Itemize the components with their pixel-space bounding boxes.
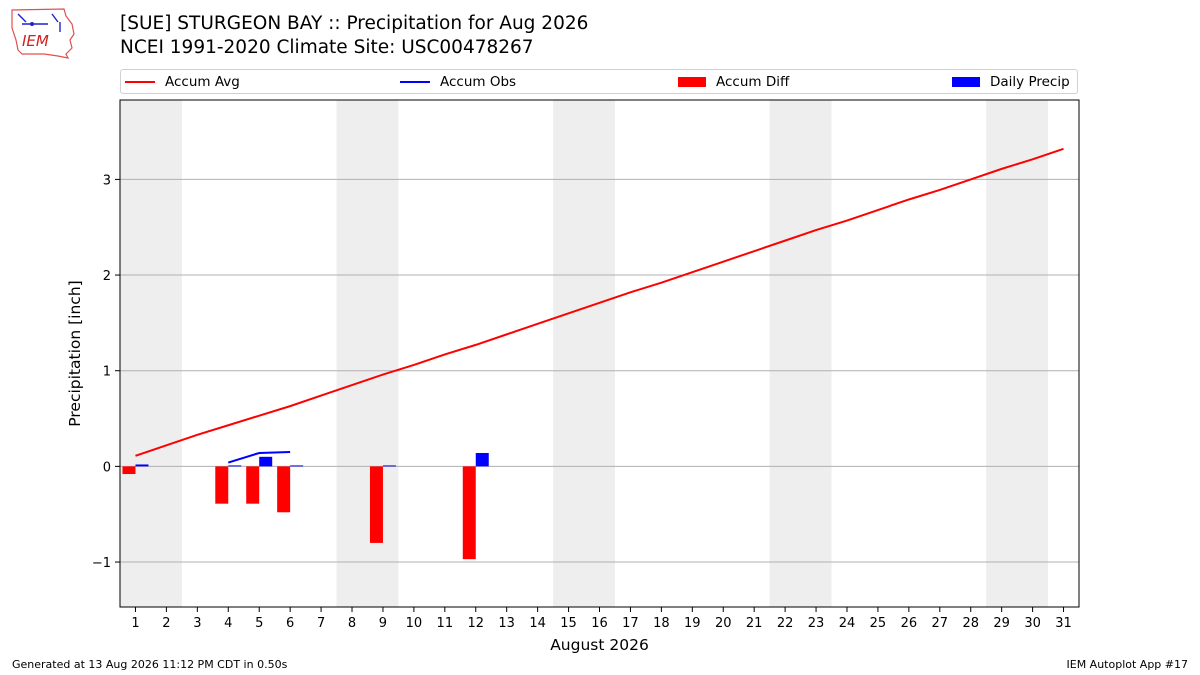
legend-swatch	[678, 77, 706, 87]
legend-label: Daily Precip	[990, 74, 1070, 90]
legend-label: Accum Avg	[165, 74, 240, 90]
x-tick-label: 17	[622, 616, 639, 631]
x-tick-label: 3	[193, 616, 201, 631]
legend-item-accum-avg: Accum Avg	[125, 73, 240, 91]
x-tick-label: 13	[498, 616, 515, 631]
y-tick-label: −1	[92, 556, 111, 571]
bar-daily-precip	[228, 465, 242, 467]
weekend-shade	[120, 100, 182, 607]
x-tick-label: 14	[529, 616, 546, 631]
y-tick-label: 2	[103, 269, 111, 284]
legend-item-accum-obs: Accum Obs	[400, 73, 516, 91]
x-tick-label: 1	[131, 616, 139, 631]
x-tick-label: 5	[255, 616, 263, 631]
y-tick-label: 1	[103, 365, 111, 380]
legend-swatch	[952, 77, 980, 87]
legend-swatch	[400, 81, 430, 83]
x-tick-label: 28	[962, 616, 979, 631]
chart-title: [SUE] STURGEON BAY :: Precipitation for …	[120, 13, 589, 34]
chart-subtitle: NCEI 1991-2020 Climate Site: USC00478267	[120, 37, 534, 58]
x-tick-label: 21	[746, 616, 763, 631]
x-tick-label: 30	[1024, 616, 1041, 631]
weekend-shade	[336, 100, 399, 607]
x-tick-label: 24	[839, 616, 856, 631]
x-tick-label: 2	[162, 616, 170, 631]
weekend-shade	[553, 100, 615, 607]
y-tick-label: 0	[103, 460, 111, 475]
x-tick-label: 26	[901, 616, 918, 631]
legend-label: Accum Diff	[716, 74, 790, 90]
bar-daily-precip	[135, 464, 149, 467]
x-tick-label: 10	[406, 616, 423, 631]
bar-accum-diff	[369, 466, 383, 543]
x-tick-label: 9	[379, 616, 387, 631]
bar-daily-precip	[290, 465, 304, 467]
bar-accum-diff	[462, 466, 476, 560]
x-tick-label: 31	[1055, 616, 1072, 631]
y-tick-label: 3	[103, 173, 111, 188]
footer-app-id: IEM Autoplot App #17	[1066, 658, 1189, 671]
legend-label: Accum Obs	[440, 74, 517, 90]
bar-daily-precip	[382, 465, 396, 467]
x-tick-label: 11	[437, 616, 454, 631]
bar-accum-diff	[122, 466, 136, 475]
weekend-shade	[769, 100, 832, 607]
x-tick-label: 6	[286, 616, 294, 631]
bar-accum-diff	[277, 466, 291, 513]
bar-accum-diff	[215, 466, 229, 504]
bar-accum-diff	[246, 466, 260, 504]
x-tick-label: 20	[715, 616, 732, 631]
legend-swatch	[125, 81, 155, 83]
x-tick-label: 16	[591, 616, 608, 631]
x-tick-label: 23	[808, 616, 825, 631]
bar-daily-precip	[259, 456, 273, 467]
weekend-shade	[986, 100, 1049, 607]
line-accum-avg	[135, 147, 1064, 457]
x-tick-label: 25	[870, 616, 887, 631]
footer-generated: Generated at 13 Aug 2026 11:12 PM CDT in…	[12, 658, 288, 671]
x-tick-label: 7	[317, 616, 325, 631]
logo-text: IEM	[22, 32, 49, 50]
x-tick-label: 22	[777, 616, 794, 631]
x-axis-label: August 2026	[550, 636, 649, 654]
x-tick-label: 4	[224, 616, 232, 631]
x-tick-label: 18	[653, 616, 670, 631]
chart-legend: Accum Avg Accum Obs Accum Diff Daily Pre…	[120, 69, 1078, 94]
legend-item-accum-diff: Accum Diff	[678, 73, 789, 91]
x-tick-label: 29	[993, 616, 1010, 631]
x-tick-label: 8	[348, 616, 356, 631]
x-tick-label: 15	[560, 616, 577, 631]
iem-logo: IEM	[11, 8, 75, 59]
bar-daily-precip	[475, 452, 489, 467]
y-axis-label: Precipitation [inch]	[66, 280, 84, 426]
line-accum-obs	[227, 451, 291, 464]
x-tick-label: 27	[932, 616, 949, 631]
x-tick-label: 19	[684, 616, 701, 631]
x-tick-label: 12	[467, 616, 484, 631]
legend-item-daily-precip: Daily Precip	[952, 73, 1070, 91]
